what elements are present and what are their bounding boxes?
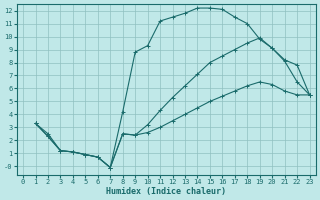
- X-axis label: Humidex (Indice chaleur): Humidex (Indice chaleur): [106, 187, 226, 196]
